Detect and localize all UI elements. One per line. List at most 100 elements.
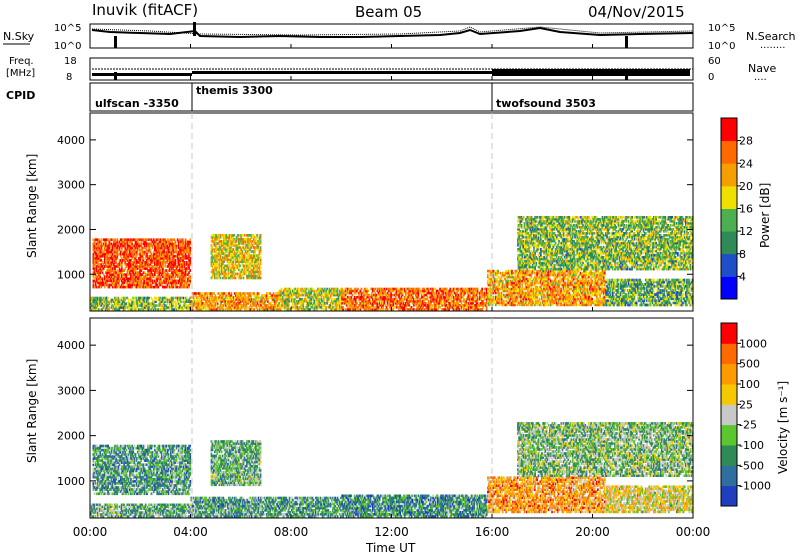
- freq-tick-bottom: 8: [66, 72, 72, 83]
- data-cell: [225, 240, 228, 243]
- data-cell: [189, 279, 192, 283]
- data-cell: [313, 299, 316, 303]
- data-cell: [138, 256, 140, 260]
- data-cell: [257, 276, 260, 280]
- data-cell: [400, 291, 403, 295]
- data-cell: [487, 297, 489, 301]
- data-cell: [130, 273, 132, 276]
- data-cell: [147, 296, 149, 300]
- data-cell: [233, 268, 236, 272]
- data-cell: [146, 244, 148, 248]
- data-cell: [217, 276, 220, 280]
- data-cell: [236, 256, 239, 259]
- data-cell: [221, 308, 223, 311]
- data-cell: [141, 254, 144, 258]
- data-cell: [248, 272, 250, 276]
- data-cell: [199, 308, 202, 311]
- data-cell: [133, 252, 136, 256]
- data-cell: [230, 302, 233, 305]
- data-cell: [148, 248, 150, 252]
- data-cell: [246, 292, 249, 295]
- data-cell: [312, 299, 315, 303]
- data-cell: [92, 263, 95, 266]
- data-cell: [348, 308, 350, 311]
- data-cell: [276, 308, 278, 311]
- data-cell: [160, 256, 163, 260]
- data-cell: [459, 293, 462, 297]
- data-cell: [451, 293, 454, 297]
- data-cell: [173, 246, 176, 250]
- data-cell: [164, 285, 166, 289]
- data-cell: [463, 293, 465, 297]
- data-cell: [380, 297, 382, 301]
- data-cell: [98, 269, 100, 272]
- data-cell: [178, 246, 180, 250]
- data-cell: [487, 283, 489, 287]
- data-cell: [456, 299, 458, 303]
- data-cell: [211, 254, 214, 257]
- data-cell: [250, 246, 253, 249]
- data-cell: [464, 304, 466, 307]
- data-cell: [233, 292, 236, 295]
- data-cell: [155, 300, 157, 303]
- data-cell: [390, 291, 392, 295]
- freq-tick-top: 18: [64, 56, 77, 67]
- data-cell: [229, 308, 231, 311]
- data-cell: [222, 242, 224, 245]
- data-cell: [132, 265, 135, 268]
- data-cell: [95, 304, 98, 307]
- data-cell: [403, 306, 406, 309]
- data-cell: [237, 296, 239, 299]
- data-cell: [134, 271, 137, 274]
- data-cell: [219, 252, 222, 255]
- data-cell: [111, 259, 114, 262]
- data-cell: [150, 277, 153, 281]
- data-cell: [308, 299, 310, 303]
- data-cell: [182, 246, 185, 250]
- data-cell: [438, 302, 440, 305]
- data-cell: [222, 240, 224, 243]
- data-cell: [152, 254, 155, 258]
- data-cell: [156, 261, 158, 264]
- data-cell: [130, 263, 132, 266]
- data-cell: [236, 302, 238, 305]
- data-cell: [481, 308, 483, 311]
- data-cell: [431, 308, 433, 311]
- data-cell: [352, 302, 355, 305]
- data-cell: [485, 287, 488, 291]
- data-cell: [200, 298, 203, 301]
- data-cell: [255, 298, 258, 301]
- data-cell: [405, 302, 407, 305]
- data-cell: [121, 252, 123, 256]
- data-cell: [339, 302, 341, 305]
- data-cell: [450, 302, 453, 305]
- data-cell: [155, 304, 157, 307]
- data-cell: [231, 302, 234, 305]
- data-cell: [329, 304, 332, 307]
- data-cell: [444, 299, 447, 303]
- data-cell: [155, 298, 157, 302]
- data-cell: [307, 308, 309, 311]
- data-cell: [285, 293, 287, 297]
- data-cell: [239, 264, 241, 268]
- data-cell: [255, 300, 258, 303]
- data-cell: [152, 281, 155, 285]
- data-cell: [490, 297, 493, 301]
- data-cell: [235, 258, 238, 261]
- data-cell: [284, 289, 286, 293]
- data-cell: [285, 297, 287, 301]
- data-cell: [345, 297, 348, 301]
- data-cell: [380, 291, 382, 295]
- data-cell: [151, 246, 154, 250]
- data-cell: [280, 302, 283, 305]
- data-cell: [159, 248, 162, 252]
- data-cell: [118, 265, 121, 268]
- data-cell: [257, 260, 260, 263]
- data-cell: [365, 289, 367, 293]
- data-cell: [344, 302, 347, 305]
- data-cell: [203, 302, 205, 305]
- data-cell: [158, 271, 161, 274]
- data-cell: [378, 295, 381, 299]
- data-cell: [131, 265, 133, 268]
- data-cell: [218, 268, 221, 272]
